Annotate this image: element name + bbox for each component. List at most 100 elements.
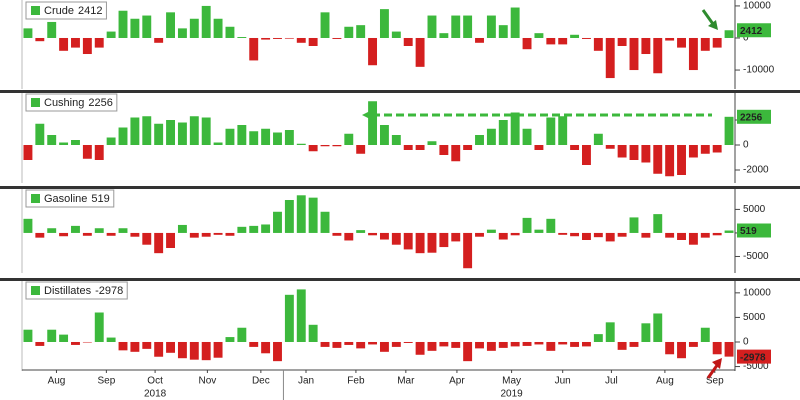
bar — [59, 334, 69, 342]
bar — [130, 18, 140, 38]
bar — [415, 232, 425, 254]
bar — [189, 341, 199, 360]
bar — [225, 337, 235, 342]
bar — [106, 137, 116, 145]
bar — [166, 120, 175, 145]
bar — [71, 140, 80, 145]
bar — [451, 15, 461, 38]
bar — [82, 145, 92, 159]
bar — [439, 33, 449, 38]
legend: Cushing 2256 — [25, 93, 118, 112]
legend-label: Crude 2412 — [44, 5, 102, 17]
bar — [546, 218, 556, 233]
bar — [688, 37, 698, 71]
bar — [534, 33, 544, 38]
bar — [130, 232, 140, 237]
bar — [605, 232, 615, 242]
bar — [665, 341, 675, 355]
bar — [284, 130, 294, 145]
bar — [688, 341, 698, 347]
bar — [47, 228, 57, 233]
bar — [249, 131, 259, 145]
bar — [94, 37, 104, 48]
legend-swatch — [31, 194, 40, 203]
bar — [641, 232, 651, 238]
bar — [142, 341, 152, 349]
bar — [261, 341, 271, 354]
bar — [237, 327, 247, 342]
bar — [261, 37, 271, 40]
bar — [653, 214, 663, 233]
bar — [166, 12, 175, 38]
bar — [273, 211, 282, 233]
bar — [82, 232, 92, 236]
bar — [106, 337, 116, 342]
bar — [47, 135, 57, 145]
bar — [59, 142, 69, 145]
bar — [629, 341, 639, 347]
bar — [344, 341, 354, 345]
last-value-box — [737, 23, 771, 38]
bar — [201, 341, 211, 361]
bar — [641, 145, 651, 163]
bar — [225, 26, 235, 38]
legend-name: Distillates — [44, 285, 92, 297]
bar — [486, 341, 496, 351]
legend-box — [25, 93, 118, 112]
bar — [677, 145, 686, 175]
bar — [177, 341, 187, 359]
last-value-label: 2256 — [740, 112, 763, 123]
bar — [368, 232, 378, 236]
bar — [35, 123, 45, 145]
bar — [498, 25, 508, 38]
bar — [35, 232, 45, 238]
legend-label: Gasoline 519 — [44, 193, 110, 205]
bar — [558, 37, 568, 45]
bar — [368, 37, 378, 66]
bar — [700, 145, 710, 154]
legend-box — [25, 1, 107, 20]
bar — [320, 145, 330, 147]
bar — [522, 37, 532, 50]
bar — [665, 145, 675, 177]
bar — [166, 341, 175, 353]
y-tick-label: -5000 — [743, 361, 769, 372]
bar — [605, 145, 615, 149]
crude-arrow-head — [708, 20, 718, 30]
crude-arrow — [701, 9, 715, 25]
bar — [308, 197, 318, 233]
bar — [213, 142, 223, 145]
bar — [189, 18, 199, 38]
bar — [486, 128, 496, 145]
bar — [498, 232, 508, 240]
bar — [677, 232, 686, 240]
bar — [59, 37, 69, 51]
bar — [498, 341, 508, 348]
y-tick-label: -10000 — [743, 65, 775, 76]
bar — [700, 327, 710, 342]
bar — [724, 116, 734, 145]
bar — [439, 145, 449, 155]
x-tick-label: May — [502, 376, 521, 387]
bar — [71, 225, 80, 233]
bar — [486, 229, 496, 233]
bar — [332, 341, 342, 348]
bar — [653, 37, 663, 74]
bar — [332, 232, 342, 236]
bar — [558, 341, 568, 345]
bar — [593, 334, 603, 342]
bar — [629, 37, 639, 71]
bar — [546, 341, 556, 351]
bar — [415, 145, 425, 150]
bar — [617, 37, 627, 46]
bar — [82, 37, 92, 55]
bar — [558, 116, 568, 145]
bar — [475, 232, 484, 237]
bar — [534, 145, 544, 150]
bar — [225, 232, 235, 236]
distillates-arrow — [706, 363, 720, 379]
bar — [688, 145, 698, 158]
bar — [534, 341, 544, 345]
bar — [712, 145, 722, 153]
